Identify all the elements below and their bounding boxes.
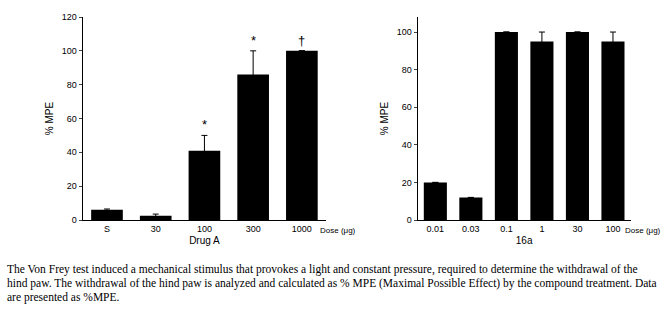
svg-text:60: 60 [67,114,77,124]
svg-text:% MPE: % MPE [379,102,390,136]
svg-text:30: 30 [151,224,161,234]
svg-text:0: 0 [72,215,77,225]
svg-text:Drug A: Drug A [189,235,220,246]
svg-text:300: 300 [246,224,261,234]
svg-text:16a: 16a [516,235,533,246]
svg-text:†: † [298,33,305,48]
svg-text:100: 100 [605,224,620,234]
svg-text:20: 20 [67,181,77,191]
svg-text:*: * [202,117,207,132]
svg-text:Dose (μg): Dose (μg) [625,226,661,235]
svg-text:1000: 1000 [292,224,312,234]
svg-text:100: 100 [397,27,412,37]
svg-text:100: 100 [62,46,77,56]
svg-text:0: 0 [407,215,412,225]
svg-text:S: S [104,224,110,234]
svg-text:40: 40 [402,140,412,150]
html-text:The Von Frey test induced a me: The Von Frey test induced a mechanical s… [7,263,657,303]
svg-text:0.01: 0.01 [427,224,445,234]
svg-text:20: 20 [402,178,412,188]
svg-text:0.1: 0.1 [500,224,513,234]
svg-text:80: 80 [402,65,412,75]
svg-text:100: 100 [197,224,212,234]
svg-text:0.03: 0.03 [462,224,480,234]
svg-text:30: 30 [572,224,582,234]
svg-text:60: 60 [402,102,412,112]
svg-text:40: 40 [67,147,77,157]
svg-text:80: 80 [67,80,77,90]
svg-text:Dose (μg): Dose (μg) [320,226,356,235]
svg-text:*: * [251,33,256,48]
svg-text:120: 120 [62,12,77,22]
svg-text:% MPE: % MPE [44,102,55,136]
svg-text:1: 1 [539,224,544,234]
